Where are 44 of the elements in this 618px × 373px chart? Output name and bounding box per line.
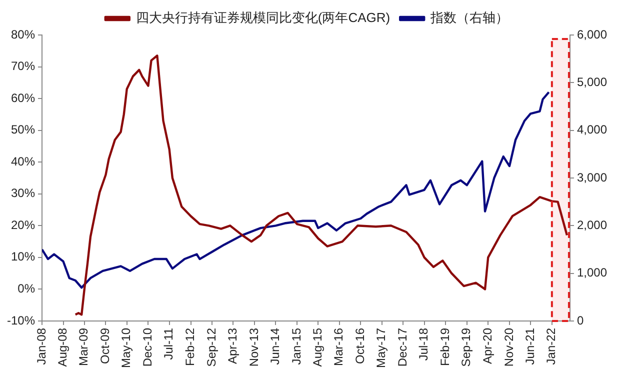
x-tick-label: Oct-16 xyxy=(352,328,367,364)
x-tick-label: May-17 xyxy=(374,328,388,368)
x-tick-label: Dec-10 xyxy=(140,328,155,367)
x-tick-label: May-10 xyxy=(119,328,134,368)
y2-tick-label: 1,000 xyxy=(576,266,608,280)
y-tick-label: 60% xyxy=(10,90,36,105)
x-tick-label: Jun-21 xyxy=(522,328,537,365)
y2-tick-label: 0 xyxy=(576,313,584,328)
x-tick-label: Jun-14 xyxy=(268,328,282,365)
x-tick-label: Aug-08 xyxy=(56,328,70,367)
y-tick-label: 70% xyxy=(10,59,36,74)
x-tick-label: Apr-13 xyxy=(225,328,240,364)
legend-label: 四大央行持有证券规模同比变化(两年CAGR) xyxy=(136,10,390,26)
x-tick-label: Aug-15 xyxy=(310,328,324,367)
y-tick-label: -10% xyxy=(7,313,36,328)
y2-tick-label: 3,000 xyxy=(576,170,608,184)
x-tick-label: Mar-09 xyxy=(76,328,91,366)
x-tick-label: Jul-11 xyxy=(162,328,176,360)
x-tick-label: Apr-20 xyxy=(480,328,494,364)
x-tick-label: Sep-19 xyxy=(459,328,474,367)
y-tick-label: 30% xyxy=(10,186,36,200)
x-tick-label: Sep-12 xyxy=(204,328,218,367)
x-tick-label: Jan-22 xyxy=(544,328,558,365)
y-tick-label: 0% xyxy=(18,282,36,296)
x-tick-label: Jan-15 xyxy=(289,328,304,365)
x-tick-label: Nov-20 xyxy=(502,328,516,367)
x-tick-label: Jul-18 xyxy=(416,328,431,361)
y2-tick-label: 4,000 xyxy=(576,122,608,137)
y-tick-label: 40% xyxy=(10,154,36,168)
y2-tick-label: 6,000 xyxy=(576,27,608,42)
y-tick-label: 50% xyxy=(10,122,36,137)
x-tick-label: Dec-17 xyxy=(395,328,410,367)
x-tick-label: Oct-09 xyxy=(98,328,112,364)
y-tick-label: 10% xyxy=(10,250,36,264)
x-tick-label: Mar-16 xyxy=(332,328,346,366)
y-tick-label: 20% xyxy=(10,218,36,232)
x-tick-label: Feb-19 xyxy=(438,328,452,366)
x-tick-label: Jan-08 xyxy=(34,328,48,365)
y2-tick-label: 5,000 xyxy=(576,74,608,89)
y-tick-label: 80% xyxy=(10,27,36,42)
x-tick-label: Feb-12 xyxy=(183,328,198,366)
x-tick-label: Nov-13 xyxy=(246,328,261,367)
legend-label: 指数（右轴） xyxy=(430,10,509,26)
y2-tick-label: 2,000 xyxy=(576,218,608,232)
